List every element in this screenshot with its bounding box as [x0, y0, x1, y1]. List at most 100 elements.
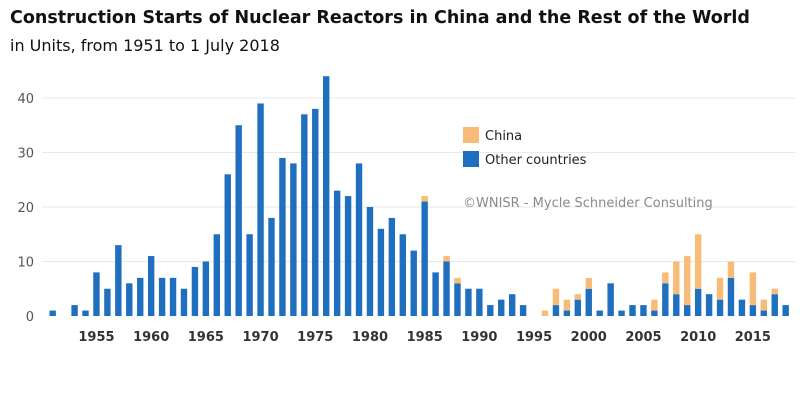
bar-other-2011	[705, 294, 713, 316]
x-tick-label-1955: 1955	[78, 330, 114, 345]
bar-other-1997	[552, 305, 560, 316]
bar-other-2002	[607, 283, 614, 316]
bar-china-2012	[716, 277, 724, 300]
x-tick-label-1995: 1995	[516, 330, 552, 345]
bar-other-1964	[191, 266, 199, 316]
bar-other-2008	[673, 294, 680, 316]
bar-china-2017	[771, 288, 778, 295]
x-tick-label-2000: 2000	[571, 330, 607, 345]
bar-other-2017	[771, 294, 778, 316]
x-tick-label-1965: 1965	[188, 330, 224, 345]
y-tick-label: 20	[17, 201, 34, 216]
bar-other-2006	[651, 310, 658, 316]
chart-subtitle: in Units, from 1951 to 1 July 2018	[10, 36, 280, 55]
bar-other-1965	[202, 261, 210, 316]
bar-other-1999	[574, 299, 582, 316]
bar-other-2010	[694, 288, 702, 316]
bar-other-1982	[388, 217, 396, 316]
bar-other-1973	[290, 163, 297, 316]
legend-swatch-china	[463, 127, 479, 143]
bar-other-1971	[268, 217, 275, 316]
bar-other-2015	[749, 305, 757, 316]
legend-swatch-other-countries	[463, 151, 479, 167]
bar-other-1958	[126, 283, 133, 316]
bar-other-1963	[180, 288, 188, 316]
y-axis-ticks: 0 10 20 30 40	[17, 92, 34, 325]
x-tick-label-1990: 1990	[461, 330, 497, 345]
bar-other-1951	[49, 310, 56, 316]
bar-china-1996	[541, 310, 549, 316]
bar-other-1986	[432, 272, 439, 316]
bar-other-2004	[629, 305, 636, 316]
bar-other-1992	[498, 299, 505, 316]
bar-other-2014	[738, 299, 746, 316]
x-tick-label-2005: 2005	[625, 330, 661, 345]
bar-other-1983	[399, 234, 406, 316]
bar-other-1987	[443, 261, 450, 316]
bar-china-2016	[760, 299, 767, 311]
bar-china-2015	[749, 272, 757, 306]
x-tick-label-1985: 1985	[407, 330, 443, 345]
bar-other-2018	[782, 305, 789, 316]
y-tick-label: 30	[17, 147, 34, 162]
bar-other-1990	[476, 288, 483, 316]
bar-other-1991	[487, 305, 494, 316]
x-tick-label-1975: 1975	[297, 330, 333, 345]
bar-other-2001	[596, 310, 603, 316]
bar-other-1980	[366, 207, 374, 316]
bar-other-1976	[323, 76, 330, 316]
bar-other-2007	[662, 283, 669, 316]
bar-china-1998	[563, 299, 571, 311]
y-tick-label: 0	[26, 310, 34, 325]
bar-other-1977	[333, 190, 341, 316]
bar-other-2003	[618, 310, 625, 316]
bar-other-1968	[235, 125, 242, 316]
bar-china-2010	[694, 234, 702, 289]
x-tick-label-1970: 1970	[242, 330, 278, 345]
bar-china-1987	[443, 256, 450, 262]
bar-other-1954	[82, 310, 89, 316]
bar-other-2009	[684, 305, 691, 316]
bar-other-1967	[224, 174, 231, 316]
bar-other-2000	[585, 288, 592, 316]
bar-other-1985	[421, 201, 428, 316]
bar-other-1956	[104, 288, 111, 316]
legend-label-china: China	[485, 129, 522, 144]
bar-other-1957	[115, 245, 122, 316]
bar-china-2006	[651, 299, 658, 311]
bar-other-1959	[137, 277, 144, 316]
y-tick-label: 10	[17, 256, 34, 271]
bar-other-1984	[410, 250, 417, 316]
bar-other-1961	[158, 277, 166, 316]
bar-other-1969	[246, 234, 253, 316]
bar-china-2000	[585, 277, 592, 289]
bar-other-1972	[279, 157, 286, 316]
bar-other-1975	[312, 108, 319, 317]
bar-other-1962	[169, 277, 177, 316]
watermark: ©WNISR - Mycle Schneider Consulting	[463, 196, 713, 211]
bars	[49, 76, 789, 317]
bar-other-2012	[716, 299, 724, 316]
bar-other-1960	[147, 256, 155, 316]
bar-other-1988	[454, 283, 461, 316]
bar-other-1970	[257, 103, 264, 316]
bar-other-1966	[213, 234, 220, 316]
bar-other-1993	[508, 294, 516, 316]
bar-other-1974	[301, 114, 308, 316]
bar-china-1985	[421, 196, 428, 202]
bar-china-2007	[662, 272, 669, 284]
bar-other-1979	[355, 163, 363, 316]
x-tick-label-1960: 1960	[133, 330, 169, 345]
bar-other-1978	[344, 196, 352, 316]
x-tick-label-2015: 2015	[735, 330, 771, 345]
grid-lines	[42, 97, 795, 262]
bar-other-1994	[519, 305, 527, 316]
legend: China Other countries	[463, 127, 587, 168]
bar-other-1955	[93, 272, 100, 316]
x-axis-ticks: 1955 1960 1965 1970 1975 1980 1985 1990 1995 2000…	[78, 330, 771, 345]
bar-china-1999	[574, 294, 582, 300]
bar-other-2005	[640, 305, 647, 316]
bar-other-2016	[760, 310, 767, 316]
y-tick-label: 40	[17, 92, 34, 107]
